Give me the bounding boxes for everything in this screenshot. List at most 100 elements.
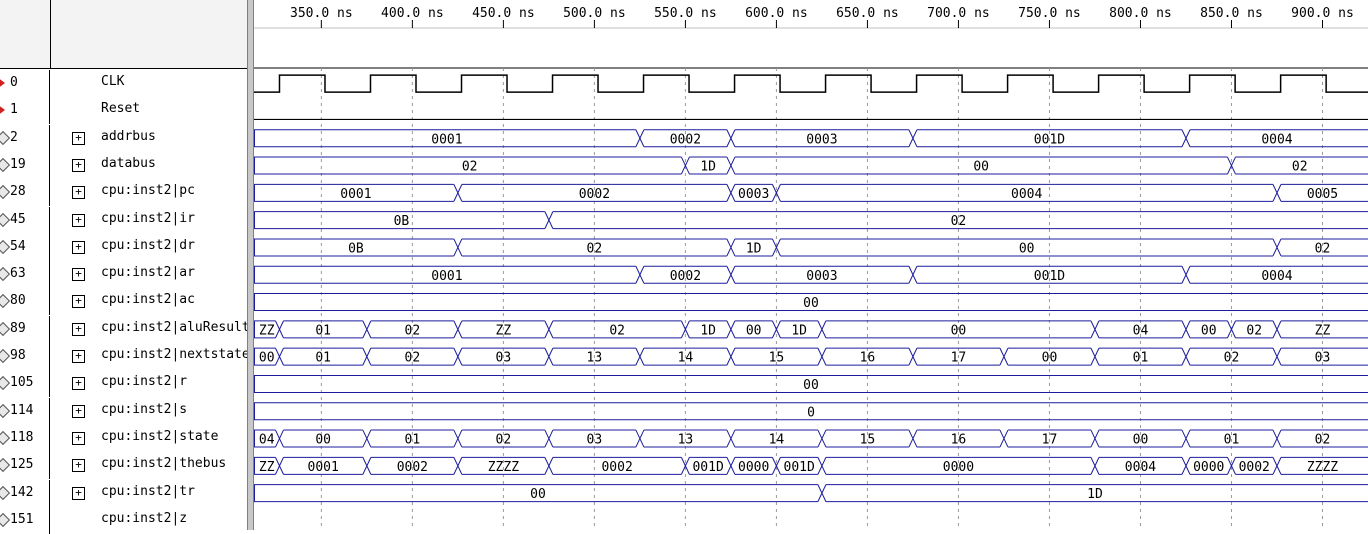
- bus-transition: [453, 320, 463, 339]
- expand-icon[interactable]: +: [72, 268, 85, 282]
- bus-transition: [1090, 457, 1100, 475]
- bus-pin-icon: [0, 348, 11, 364]
- bus-value: 02: [609, 323, 625, 338]
- node-id-header: [0, 0, 51, 69]
- signal-row[interactable]: 19 + databus: [0, 151, 247, 179]
- signal-id: 63: [10, 266, 26, 282]
- bus-value: ZZZZ: [1307, 460, 1338, 475]
- bus-value: 0001: [308, 460, 339, 475]
- bus-value: 0002: [601, 460, 632, 475]
- signal-row[interactable]: 125 + cpu:inst2|thebus: [0, 452, 247, 480]
- time-tick-label: 900.0 ns: [1291, 6, 1354, 21]
- signal-id-cell: 45: [0, 206, 50, 234]
- input-pin-icon: [0, 77, 5, 89]
- time-tick-label: 650.0 ns: [836, 6, 899, 21]
- signal-id: 125: [10, 457, 34, 473]
- bus-value: 00: [1042, 351, 1058, 366]
- expand-icon[interactable]: +: [72, 131, 85, 145]
- bus-value: 0: [807, 405, 815, 420]
- bus-transition: [635, 429, 645, 448]
- expand-icon[interactable]: +: [72, 404, 85, 418]
- expand-icon[interactable]: +: [72, 431, 85, 445]
- bus-value: 15: [860, 433, 876, 448]
- bus-transition: [1090, 429, 1100, 448]
- expand-icon[interactable]: +: [72, 158, 85, 172]
- expand-icon[interactable]: +: [72, 322, 85, 336]
- bus-transition: [362, 320, 372, 339]
- bus-value: 00: [1019, 241, 1035, 256]
- bus-transition: [275, 429, 284, 448]
- bus-pin-icon: [0, 212, 11, 227]
- signal-row[interactable]: 28 + cpu:inst2|pc: [0, 179, 247, 207]
- signal-id: 80: [10, 293, 26, 309]
- signal-name: cpu:inst2|ir: [101, 210, 195, 226]
- signal-id-cell: 54: [0, 233, 50, 261]
- bus-pin-icon: [0, 376, 11, 391]
- bus-transition: [771, 184, 781, 202]
- bus-transition: [1272, 320, 1282, 339]
- bus-pin-icon: [0, 321, 11, 336]
- signal-name: addrbus: [101, 128, 156, 144]
- bus-value: 03: [587, 433, 603, 448]
- bus-transition: [453, 457, 463, 475]
- bus-transition: [817, 484, 827, 502]
- signal-row[interactable]: 63 + cpu:inst2|ar: [0, 261, 247, 289]
- time-tick-label: 750.0 ns: [1018, 6, 1081, 21]
- signal-row[interactable]: 114 + cpu:inst2|s: [0, 397, 247, 425]
- bus-value: 01: [1224, 433, 1240, 448]
- signal-id: 45: [10, 211, 26, 227]
- bus-transition: [453, 238, 463, 257]
- signal-id: 1: [10, 102, 18, 118]
- node-name-header: [51, 0, 247, 69]
- bus-transition: [817, 320, 827, 339]
- bus-transition: [771, 238, 781, 257]
- bus-value: 13: [587, 351, 603, 366]
- bus-transition: [635, 347, 645, 366]
- bus-transition: [1272, 238, 1282, 257]
- expand-icon[interactable]: +: [72, 186, 85, 200]
- signal-name: cpu:inst2|thebus: [101, 456, 227, 472]
- signal-row[interactable]: 2 + addrbus: [0, 124, 247, 152]
- signal-row[interactable]: 151 cpu:inst2|z: [0, 506, 247, 534]
- bus-transition: [1181, 320, 1191, 339]
- signal-row[interactable]: 105 + cpu:inst2|r: [0, 370, 247, 398]
- bus-transition: [680, 156, 690, 175]
- signal-row[interactable]: 118 + cpu:inst2|state: [0, 424, 247, 452]
- signal-row[interactable]: 98 + cpu:inst2|nextstate: [0, 343, 247, 370]
- expand-icon[interactable]: +: [72, 377, 85, 391]
- waveform-area[interactable]: 350.0 ns 400.0 ns 450.0 ns 500.0 ns 550.0 ns…: [254, 0, 1368, 530]
- expand-icon[interactable]: +: [72, 459, 85, 473]
- waveform-canvas[interactable]: 350.0 ns 400.0 ns 450.0 ns 500.0 ns 550.0 ns…: [254, 0, 1368, 530]
- expand-icon[interactable]: +: [72, 486, 85, 500]
- bus-transition: [544, 347, 554, 366]
- expand-icon[interactable]: +: [72, 213, 85, 227]
- bus-transition: [817, 457, 827, 475]
- bus-value: 14: [678, 351, 694, 366]
- bus-value: 0000: [738, 460, 769, 475]
- signal-id: 19: [10, 156, 26, 172]
- bus-value: 0000: [943, 460, 974, 475]
- expand-icon[interactable]: +: [72, 295, 85, 309]
- bus-value: 0002: [579, 187, 610, 202]
- signal-id-cell: 151: [0, 506, 50, 534]
- signal-row[interactable]: 0 CLK: [0, 70, 247, 97]
- signal-id-cell: 80: [0, 288, 50, 316]
- signal-row[interactable]: 89 + cpu:inst2|aluResult: [0, 315, 247, 343]
- signal-id: 105: [10, 375, 34, 391]
- signal-row[interactable]: 80 + cpu:inst2|ac: [0, 288, 247, 316]
- bus-transition: [544, 457, 554, 475]
- clock-waveform: [254, 74, 1368, 93]
- bus-value: 001D: [1034, 269, 1065, 284]
- signal-id-cell: 89: [0, 315, 50, 343]
- signal-row[interactable]: 54 + cpu:inst2|dr: [0, 233, 247, 261]
- signal-row[interactable]: 45 + cpu:inst2|ir: [0, 206, 247, 234]
- expand-icon[interactable]: +: [72, 350, 85, 363]
- expand-icon[interactable]: +: [72, 240, 85, 254]
- signal-id: 89: [10, 320, 26, 336]
- bus-transition: [726, 238, 736, 257]
- panel-splitter[interactable]: [247, 0, 254, 530]
- signal-row[interactable]: 1 Reset: [0, 97, 247, 125]
- bus-transition: [1181, 457, 1191, 475]
- signal-row[interactable]: 142 + cpu:inst2|tr: [0, 479, 247, 507]
- bus-value: 0B: [394, 214, 410, 229]
